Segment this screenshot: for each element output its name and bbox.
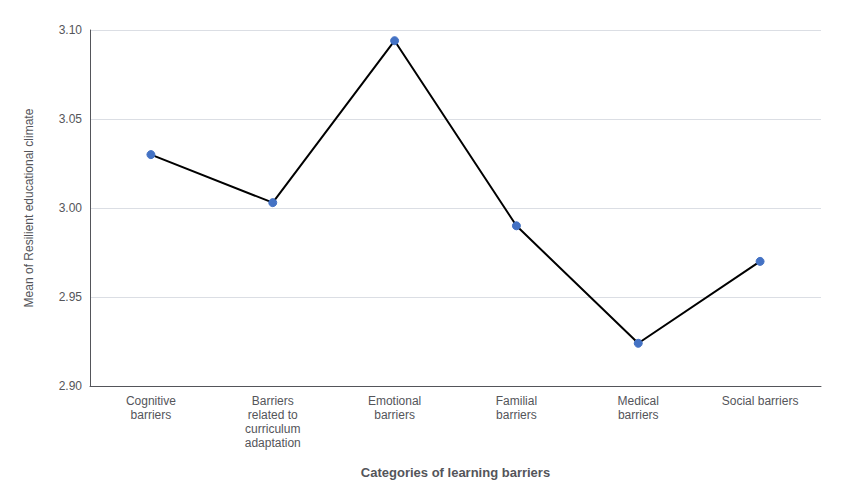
svg-text:2.90: 2.90 (59, 379, 83, 393)
svg-text:barriers: barriers (618, 408, 659, 422)
svg-text:barriers: barriers (374, 408, 415, 422)
svg-text:barriers: barriers (131, 408, 172, 422)
svg-text:Emotional: Emotional (368, 394, 421, 408)
svg-text:Mean of Resilient educational: Mean of Resilient educational climate (22, 108, 36, 307)
svg-text:Barriers: Barriers (252, 394, 294, 408)
svg-text:2.95: 2.95 (59, 290, 83, 304)
svg-text:Social barriers: Social barriers (722, 394, 799, 408)
svg-text:adaptation: adaptation (245, 436, 301, 450)
svg-text:Medical: Medical (618, 394, 659, 408)
svg-text:3.05: 3.05 (59, 112, 83, 126)
svg-text:Cognitive: Cognitive (126, 394, 176, 408)
svg-text:3.00: 3.00 (59, 201, 83, 215)
svg-text:Familial: Familial (496, 394, 537, 408)
svg-text:3.10: 3.10 (59, 23, 83, 37)
svg-text:curriculum: curriculum (245, 422, 300, 436)
svg-text:Categories of learning barrier: Categories of learning barriers (361, 465, 550, 480)
svg-text:barriers: barriers (496, 408, 537, 422)
svg-text:related to: related to (248, 408, 298, 422)
